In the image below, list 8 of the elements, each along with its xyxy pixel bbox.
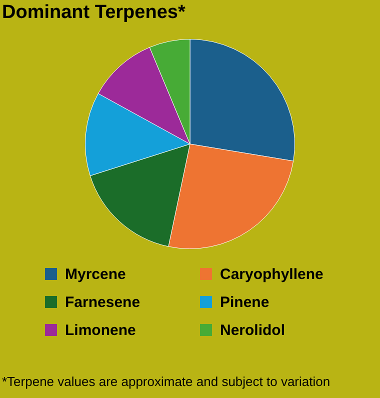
legend-label: Caryophyllene xyxy=(220,266,324,282)
legend-label: Limonene xyxy=(65,322,136,338)
legend-label: Nerolidol xyxy=(220,322,286,338)
legend-label: Farnesene xyxy=(65,294,140,310)
chart-title: Dominant Terpenes* xyxy=(2,2,186,24)
legend-label: Myrcene xyxy=(65,266,126,282)
text: *Terpene values are approximate and subject to variation xyxy=(2,374,330,389)
legend-label: Pinene xyxy=(220,294,270,310)
